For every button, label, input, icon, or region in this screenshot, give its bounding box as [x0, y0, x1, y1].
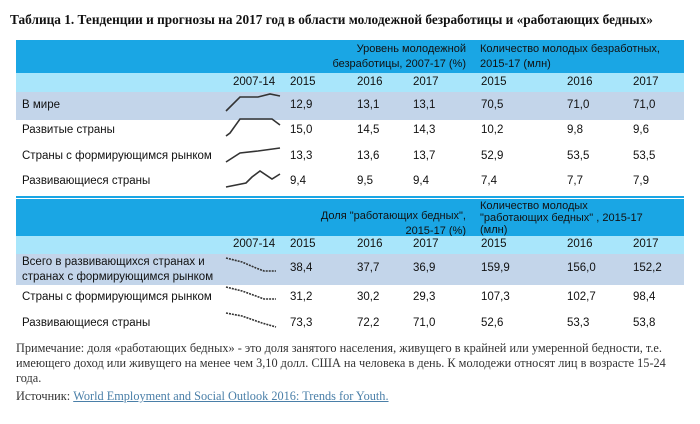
source: Источник: World Employment and Social Ou… — [16, 389, 389, 404]
table-cell: 53,8 — [633, 317, 656, 329]
section2-group2-header: Количество молодых "работающих бедных" ,… — [480, 200, 643, 236]
table-cell: 36,9 — [413, 262, 436, 274]
table-cell: 73,3 — [290, 317, 313, 329]
header-line: Доля "работающих бедных", — [320, 210, 466, 222]
year-header: 2015 — [290, 238, 316, 250]
year-header: 2007-14 — [233, 76, 276, 88]
section1-highlight-row — [16, 92, 684, 120]
table-cell: 152,2 — [633, 262, 662, 274]
year-header: 2007-14 — [233, 238, 276, 250]
table-cell: 14,5 — [357, 124, 380, 136]
row-label: Страны с формирующимся рынком — [22, 291, 212, 303]
row-label: Развитые страны — [22, 124, 115, 136]
row-label: Всего в развивающихся странах и странах с… — [22, 255, 213, 285]
year-header: 2017 — [413, 238, 439, 250]
sparkline — [225, 312, 277, 328]
sparkline — [225, 286, 276, 300]
table-cell: 70,5 — [481, 99, 504, 111]
section-divider — [16, 196, 684, 198]
table-note: Примечание: доля «работающих бедных» - э… — [16, 341, 666, 385]
table-cell: 7,9 — [633, 175, 649, 187]
table-cell: 71,0 — [633, 99, 656, 111]
table-cell: 52,9 — [481, 150, 504, 162]
table-cell: 13,3 — [290, 150, 313, 162]
year-header: 2015 — [290, 76, 316, 88]
header-line: 2015-17 (%) — [405, 225, 466, 237]
header-line: Количество молодых — [480, 200, 588, 212]
section1-group2-header: Количество молодых безработных, 2015-17 … — [480, 42, 660, 72]
year-header: 2016 — [567, 76, 593, 88]
table-cell: 29,3 — [413, 291, 436, 303]
table-cell: 159,9 — [481, 262, 510, 274]
header-line: 2015-17 (млн) — [480, 58, 551, 70]
table-cell: 7,4 — [481, 175, 497, 187]
table-cell: 9,8 — [567, 124, 583, 136]
table-cell: 53,5 — [567, 150, 590, 162]
year-header: 2017 — [413, 76, 439, 88]
year-header: 2017 — [633, 238, 659, 250]
sparkline — [225, 118, 281, 137]
table-cell: 13,1 — [413, 99, 436, 111]
row-label-line: Всего в развивающихся странах и — [22, 256, 205, 268]
table-cell: 71,0 — [413, 317, 436, 329]
header-line: Уровень молодежной — [356, 43, 466, 55]
table-cell: 31,2 — [290, 291, 313, 303]
table-cell: 13,6 — [357, 150, 380, 162]
row-label: Развивающиеся страны — [22, 175, 151, 187]
table-cell: 52,6 — [481, 317, 504, 329]
source-label: Источник: — [16, 389, 74, 403]
table-cell: 30,2 — [357, 291, 380, 303]
section2-header — [16, 199, 684, 236]
row-label-line: странах с формирующимся рынком — [22, 271, 214, 283]
table-cell: 9,4 — [290, 175, 306, 187]
sparkline — [225, 257, 276, 272]
sparkline — [225, 147, 281, 163]
year-header: 2016 — [567, 238, 593, 250]
row-label: В мире — [22, 99, 60, 111]
table-cell: 9,4 — [413, 175, 429, 187]
year-header: 2016 — [357, 76, 383, 88]
table-cell: 107,3 — [481, 291, 510, 303]
table-cell: 53,3 — [567, 317, 590, 329]
table-cell: 102,7 — [567, 291, 596, 303]
header-line: (млн) — [480, 224, 508, 236]
table-cell: 10,2 — [481, 124, 504, 136]
table-cell: 12,9 — [290, 99, 313, 111]
table-cell: 13,7 — [413, 150, 436, 162]
table-cell: 53,5 — [633, 150, 656, 162]
year-header: 2017 — [633, 76, 659, 88]
header-line: "работающих бедных" , 2015-17 — [480, 212, 643, 224]
year-header: 2016 — [357, 238, 383, 250]
year-header: 2015 — [481, 76, 507, 88]
section2-group1-header: Доля "работающих бедных", 2015-17 (%) — [296, 209, 466, 239]
table-cell: 15,0 — [290, 124, 313, 136]
table-cell: 37,7 — [357, 262, 380, 274]
section1-header — [16, 40, 684, 73]
table-cell: 72,2 — [357, 317, 380, 329]
section1-years-row — [16, 73, 684, 92]
row-label: Страны с формирующимся рынком — [22, 150, 212, 162]
header-line: Количество молодых безработных, — [480, 43, 660, 55]
table-cell: 38,4 — [290, 262, 313, 274]
sparkline — [225, 93, 281, 112]
table-cell: 7,7 — [567, 175, 583, 187]
header-line: безработицы, 2007-17 (%) — [332, 58, 466, 70]
table-cell: 13,1 — [357, 99, 380, 111]
row-label: Развивающиеся страны — [22, 317, 151, 329]
table-cell: 71,0 — [567, 99, 590, 111]
table-cell: 156,0 — [567, 262, 596, 274]
table-cell: 14,3 — [413, 124, 436, 136]
table-cell: 9,6 — [633, 124, 649, 136]
table-title: Таблица 1. Тенденции и прогнозы на 2017 … — [10, 12, 653, 27]
section1-group1-header: Уровень молодежной безработицы, 2007-17 … — [330, 42, 466, 72]
section2-highlight-row — [16, 254, 684, 285]
sparkline — [225, 170, 281, 188]
table-cell: 98,4 — [633, 291, 656, 303]
source-link[interactable]: World Employment and Social Outlook 2016… — [73, 389, 389, 403]
table-cell: 9,5 — [357, 175, 373, 187]
year-header: 2015 — [481, 238, 507, 250]
section2-years-row — [16, 236, 684, 254]
